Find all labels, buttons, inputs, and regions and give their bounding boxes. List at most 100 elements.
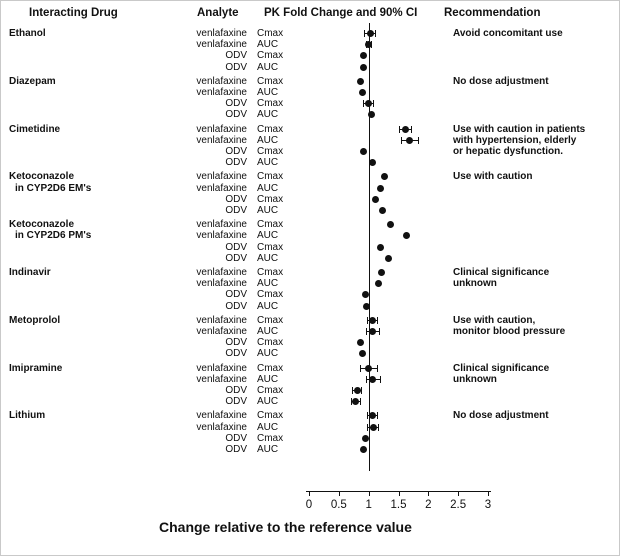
x-axis-tick [488, 491, 489, 496]
data-point [364, 100, 372, 108]
metric-label: Cmax [257, 432, 284, 444]
ci-cap-right [373, 100, 375, 108]
drug-label: Cimetidine [9, 123, 61, 135]
analyte-label: ODV [225, 396, 247, 408]
ci-cap-left [360, 364, 362, 372]
analyte-label: venlafaxine [196, 326, 247, 337]
analyte-label: venlafaxine [196, 267, 247, 278]
metric-label: AUC [257, 373, 279, 385]
column-header-recommendation: Recommendation [444, 7, 541, 19]
analyte-label: ODV [225, 337, 247, 349]
ci-cap-left [401, 136, 403, 144]
data-point [378, 207, 386, 214]
data-point [386, 221, 394, 229]
data-point [360, 446, 368, 453]
data-point [376, 184, 384, 192]
metric-label: Cmax [257, 28, 284, 39]
metric-label: Cmax [257, 50, 284, 62]
recommendation-text: with hypertension, elderly [453, 134, 577, 146]
metric-label: AUC [257, 444, 279, 455]
analyte-label: venlafaxine [196, 87, 247, 98]
data-point [402, 232, 410, 240]
analyte-label: venlafaxine [196, 171, 247, 183]
recommendation-text: or hepatic dysfunction. [453, 146, 564, 157]
x-axis-tick-label: 2 [425, 499, 432, 511]
data-point [357, 77, 365, 85]
analyte-label: ODV [225, 50, 247, 62]
x-axis-tick-label: 0 [305, 499, 313, 511]
analyte-label: ODV [225, 444, 247, 455]
metric-label: AUC [257, 278, 279, 290]
data-point [352, 398, 360, 406]
drug-label: in CYP2D6 PM's [15, 230, 92, 242]
data-point [357, 339, 365, 347]
x-axis-tick [338, 491, 340, 496]
metric-label: Cmax [257, 75, 284, 87]
analyte-label: venlafaxine [196, 314, 247, 326]
metric-label: Cmax [257, 98, 284, 110]
data-point [369, 316, 377, 324]
metric-label: Cmax [257, 385, 284, 396]
metric-label: AUC [257, 182, 279, 194]
metric-label: Cmax [257, 171, 284, 183]
column-header-plot-title: PK Fold Change and 90% CI [264, 7, 418, 19]
drug-label: Ketoconazole [9, 171, 75, 183]
metric-label: AUC [257, 300, 279, 312]
analyte-label: ODV [225, 300, 247, 312]
x-axis-title: Change relative to the reference value [159, 519, 412, 535]
data-point [359, 63, 367, 71]
analyte-label: ODV [225, 157, 247, 169]
analyte-label: ODV [225, 109, 247, 121]
analyte-label: ODV [225, 432, 247, 444]
metric-label: AUC [257, 87, 279, 98]
ci-cap-right [376, 364, 378, 372]
metric-label: AUC [257, 326, 279, 337]
analyte-label: ODV [225, 252, 247, 264]
recommendation-text: unknown [453, 373, 497, 385]
drug-label: Metoprolol [9, 314, 61, 326]
recommendation-text: No dose adjustment [453, 75, 549, 87]
ci-cap-left [398, 125, 400, 133]
data-point [363, 302, 371, 310]
ci-cap-right [378, 328, 380, 335]
ci-cap-right [410, 125, 412, 133]
ci-cap-left [366, 412, 368, 420]
analyte-label: venlafaxine [196, 39, 247, 51]
metric-label: AUC [257, 230, 279, 242]
data-point [353, 387, 361, 394]
x-axis-tick [309, 491, 310, 496]
column-header-interacting-drug: Interacting Drug [29, 7, 118, 19]
recommendation-text: Clinical significance [453, 267, 550, 278]
metric-label: Cmax [257, 289, 284, 301]
data-point [367, 111, 375, 119]
data-point [369, 423, 377, 431]
analyte-label: venlafaxine [196, 219, 247, 231]
data-point [359, 148, 367, 155]
data-point [359, 89, 367, 96]
metric-label: AUC [257, 157, 279, 169]
analyte-label: ODV [225, 205, 247, 216]
data-point [362, 434, 370, 442]
metric-label: AUC [257, 252, 279, 264]
drug-label: Lithium [9, 410, 46, 422]
recommendation-text: Avoid concomitant use [453, 28, 563, 39]
analyte-label: venlafaxine [196, 75, 247, 87]
data-point [368, 412, 376, 420]
data-point [401, 125, 409, 133]
metric-label: AUC [257, 421, 279, 433]
analyte-label: venlafaxine [196, 230, 247, 242]
data-point [361, 291, 369, 299]
x-axis-tick-label: 1 [365, 499, 372, 511]
analyte-label: venlafaxine [196, 182, 247, 194]
data-point [384, 254, 392, 262]
metric-label: Cmax [257, 314, 284, 326]
x-axis-tick [458, 491, 460, 496]
reference-line [368, 23, 370, 471]
ci-cap-left [366, 423, 368, 431]
recommendation-text: Use with caution [453, 171, 533, 183]
recommendation-text: No dose adjustment [453, 410, 549, 422]
analyte-label: ODV [225, 193, 247, 205]
ci-cap-right [379, 375, 381, 383]
metric-label: Cmax [257, 219, 284, 231]
column-header-analyte: Analyte [197, 7, 239, 19]
